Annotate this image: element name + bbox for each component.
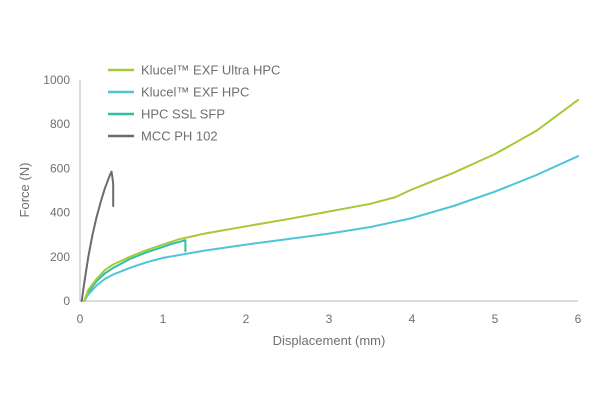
series-line-2 (83, 155, 579, 302)
legend-label: HPC SSL SFP (141, 107, 225, 122)
y-tick-labels: 0 200 400 600 800 1000 (43, 73, 70, 308)
legend-label: Klucel™ EXF HPC (141, 85, 249, 100)
x-tick-labels: 0 1 2 3 4 5 6 (77, 312, 582, 326)
x-axis-title: Displacement (mm) (273, 333, 386, 348)
y-tick-label: 1000 (43, 73, 70, 87)
series-line-4 (80, 170, 115, 302)
y-tick-label: 600 (50, 161, 70, 175)
x-tick-label: 0 (77, 312, 84, 326)
series-lines (80, 98, 579, 302)
y-tick-label: 0 (63, 294, 70, 308)
y-tick-label: 200 (50, 250, 70, 264)
x-tick-label: 3 (326, 312, 333, 326)
x-tick-label: 6 (575, 312, 582, 326)
x-tick-label: 5 (492, 312, 499, 326)
legend-label: Klucel™ EXF Ultra HPC (141, 63, 280, 78)
y-tick-label: 400 (50, 206, 70, 220)
legend-label: MCC PH 102 (141, 129, 218, 144)
series-line-3 (83, 239, 187, 302)
y-tick-label: 800 (50, 117, 70, 131)
y-axis-title: Force (N) (17, 163, 32, 218)
series-line-1 (83, 98, 579, 302)
x-tick-label: 4 (409, 312, 416, 326)
x-tick-label: 1 (160, 312, 167, 326)
x-tick-label: 2 (243, 312, 250, 326)
legend: Klucel™ EXF Ultra HPC Klucel™ EXF HPC HPC … (108, 63, 280, 144)
